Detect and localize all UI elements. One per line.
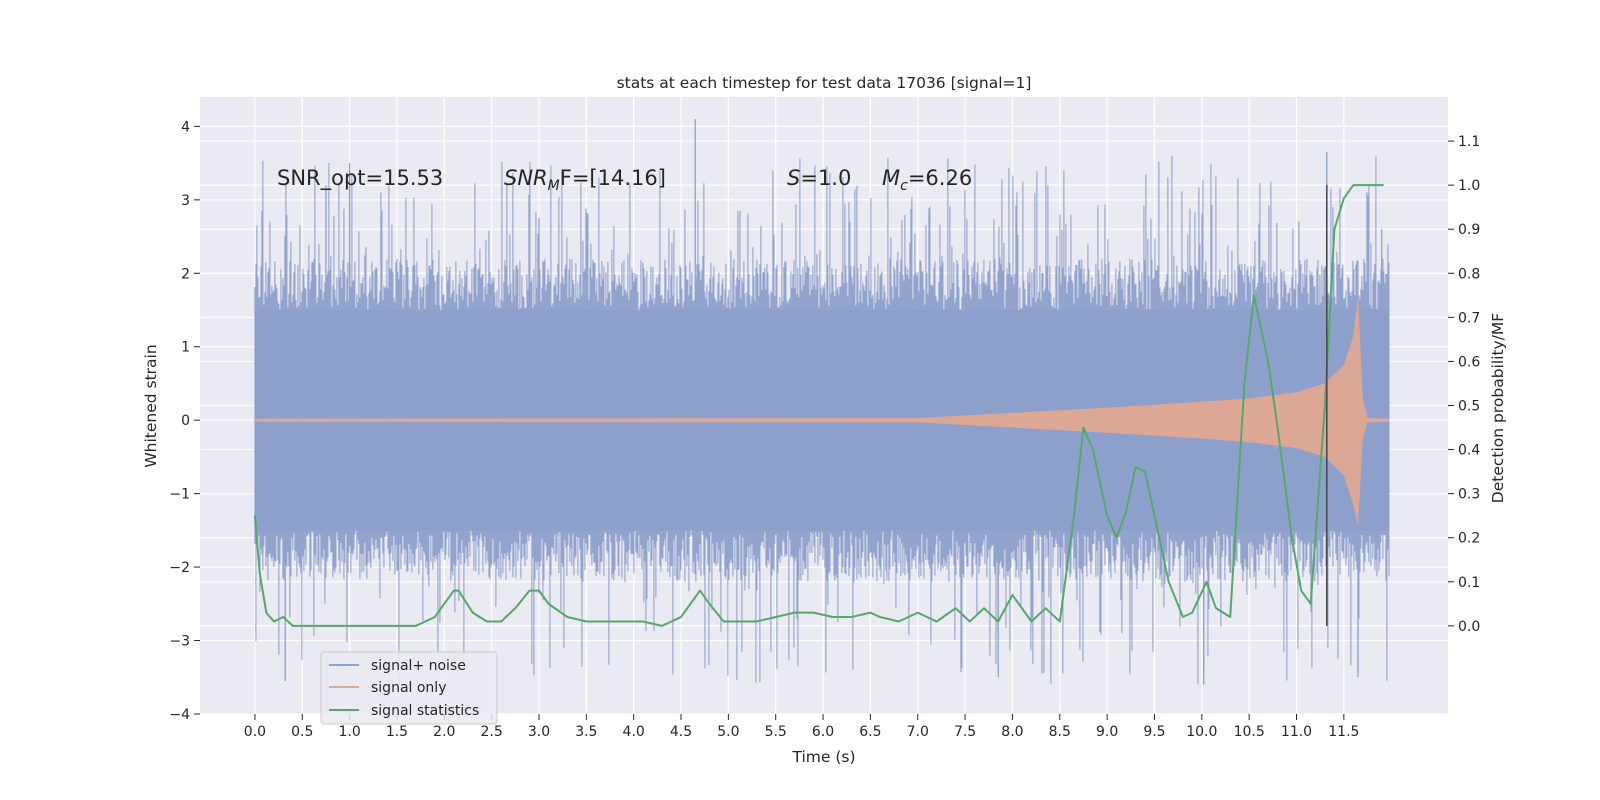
signal-statistics-series	[253, 184, 1384, 627]
x-axis-ticks: 0.0 0.5 1.0 1.5 2.0 2.5 3.0 3.5 4.0 4.5 5.0 5.5 6.0 6…	[244, 714, 1359, 740]
x-tick-label: 5.0	[717, 724, 739, 740]
x-tick-label: 3.0	[528, 724, 550, 740]
legend-label-signal-statistics: signal statistics	[371, 703, 479, 719]
y2-tick-label: 0.0	[1458, 619, 1480, 635]
y2-tick-label: 0.3	[1458, 487, 1480, 503]
y2-tick-label: 0.2	[1458, 531, 1480, 547]
x-tick-label: 7.0	[907, 724, 929, 740]
y2-tick-label: 0.4	[1458, 443, 1480, 459]
y-tick-label: −4	[169, 707, 190, 723]
x-tick-label: 7.5	[954, 724, 976, 740]
x-tick-label: 1.0	[338, 724, 360, 740]
annotation-snr-mf: SNRMF=[14.16]	[504, 166, 666, 194]
y2-tick-label: 0.9	[1458, 222, 1480, 238]
y-tick-label: −3	[169, 634, 190, 650]
x-tick-label: 4.0	[623, 724, 645, 740]
legend-label-signal-noise: signal+ noise	[371, 658, 466, 674]
y-axis-right-label: Detection probability/MF	[1489, 313, 1507, 504]
y2-tick-label: 0.8	[1458, 266, 1480, 282]
y-tick-label: 4	[181, 119, 190, 135]
x-tick-label: 3.5	[575, 724, 597, 740]
legend-label-signal-only: signal only	[371, 680, 446, 696]
y-axis-left-ticks: 4 3 2 1 0 −1 −2 −3 −4	[169, 119, 200, 723]
x-tick-label: 10.0	[1186, 724, 1217, 740]
signal-only-envelope	[254, 295, 1390, 527]
x-tick-label: 10.5	[1234, 724, 1265, 740]
x-tick-label: 9.5	[1143, 724, 1165, 740]
x-tick-label: 0.5	[291, 724, 313, 740]
x-tick-label: 11.5	[1328, 724, 1359, 740]
y-tick-label: −1	[169, 487, 190, 503]
legend-box	[320, 651, 498, 725]
x-tick-label: 6.0	[812, 724, 834, 740]
x-tick-label: 1.5	[386, 724, 408, 740]
legend: signal+ noise signal only signal statist…	[320, 651, 498, 725]
x-tick-label: 8.0	[1001, 724, 1023, 740]
annotation-snr-opt: SNR_opt=15.53	[277, 166, 443, 191]
y-tick-label: 3	[181, 193, 190, 209]
x-tick-label: 2.0	[433, 724, 455, 740]
y-tick-label: 2	[181, 266, 190, 282]
y-tick-label: 1	[181, 340, 190, 356]
y2-tick-label: 0.7	[1458, 310, 1480, 326]
x-tick-label: 4.5	[670, 724, 692, 740]
x-tick-label: 11.0	[1281, 724, 1312, 740]
annotation-s: S=1.0	[787, 166, 851, 190]
x-tick-label: 6.5	[859, 724, 881, 740]
signal-only-series	[254, 295, 1390, 527]
y2-tick-label: 0.1	[1458, 575, 1480, 591]
y2-tick-label: 1.0	[1458, 178, 1480, 194]
y-tick-label: 0	[181, 413, 190, 429]
y2-tick-label: 0.5	[1458, 399, 1480, 415]
x-axis-label: Time (s)	[791, 748, 855, 766]
x-tick-label: 0.0	[244, 724, 266, 740]
y-tick-label: −2	[169, 560, 190, 576]
x-tick-label: 8.5	[1049, 724, 1071, 740]
y2-tick-label: 1.1	[1458, 134, 1480, 150]
x-tick-label: 9.0	[1096, 724, 1118, 740]
chart-title: stats at each timestep for test data 170…	[617, 74, 1032, 92]
y-axis-label: Whitened strain	[142, 344, 160, 467]
y2-tick-label: 0.6	[1458, 354, 1480, 370]
signal-statistics-line	[253, 184, 1384, 627]
annotation-mc: Mc=6.26	[882, 166, 972, 194]
x-tick-label: 5.5	[765, 724, 787, 740]
y-axis-right-ticks: 1.1 1.0 0.9 0.8 0.7 0.6 0.5 0.4 0.3 0.2 0.1 0.0	[1448, 134, 1480, 635]
x-tick-label: 2.5	[481, 724, 503, 740]
